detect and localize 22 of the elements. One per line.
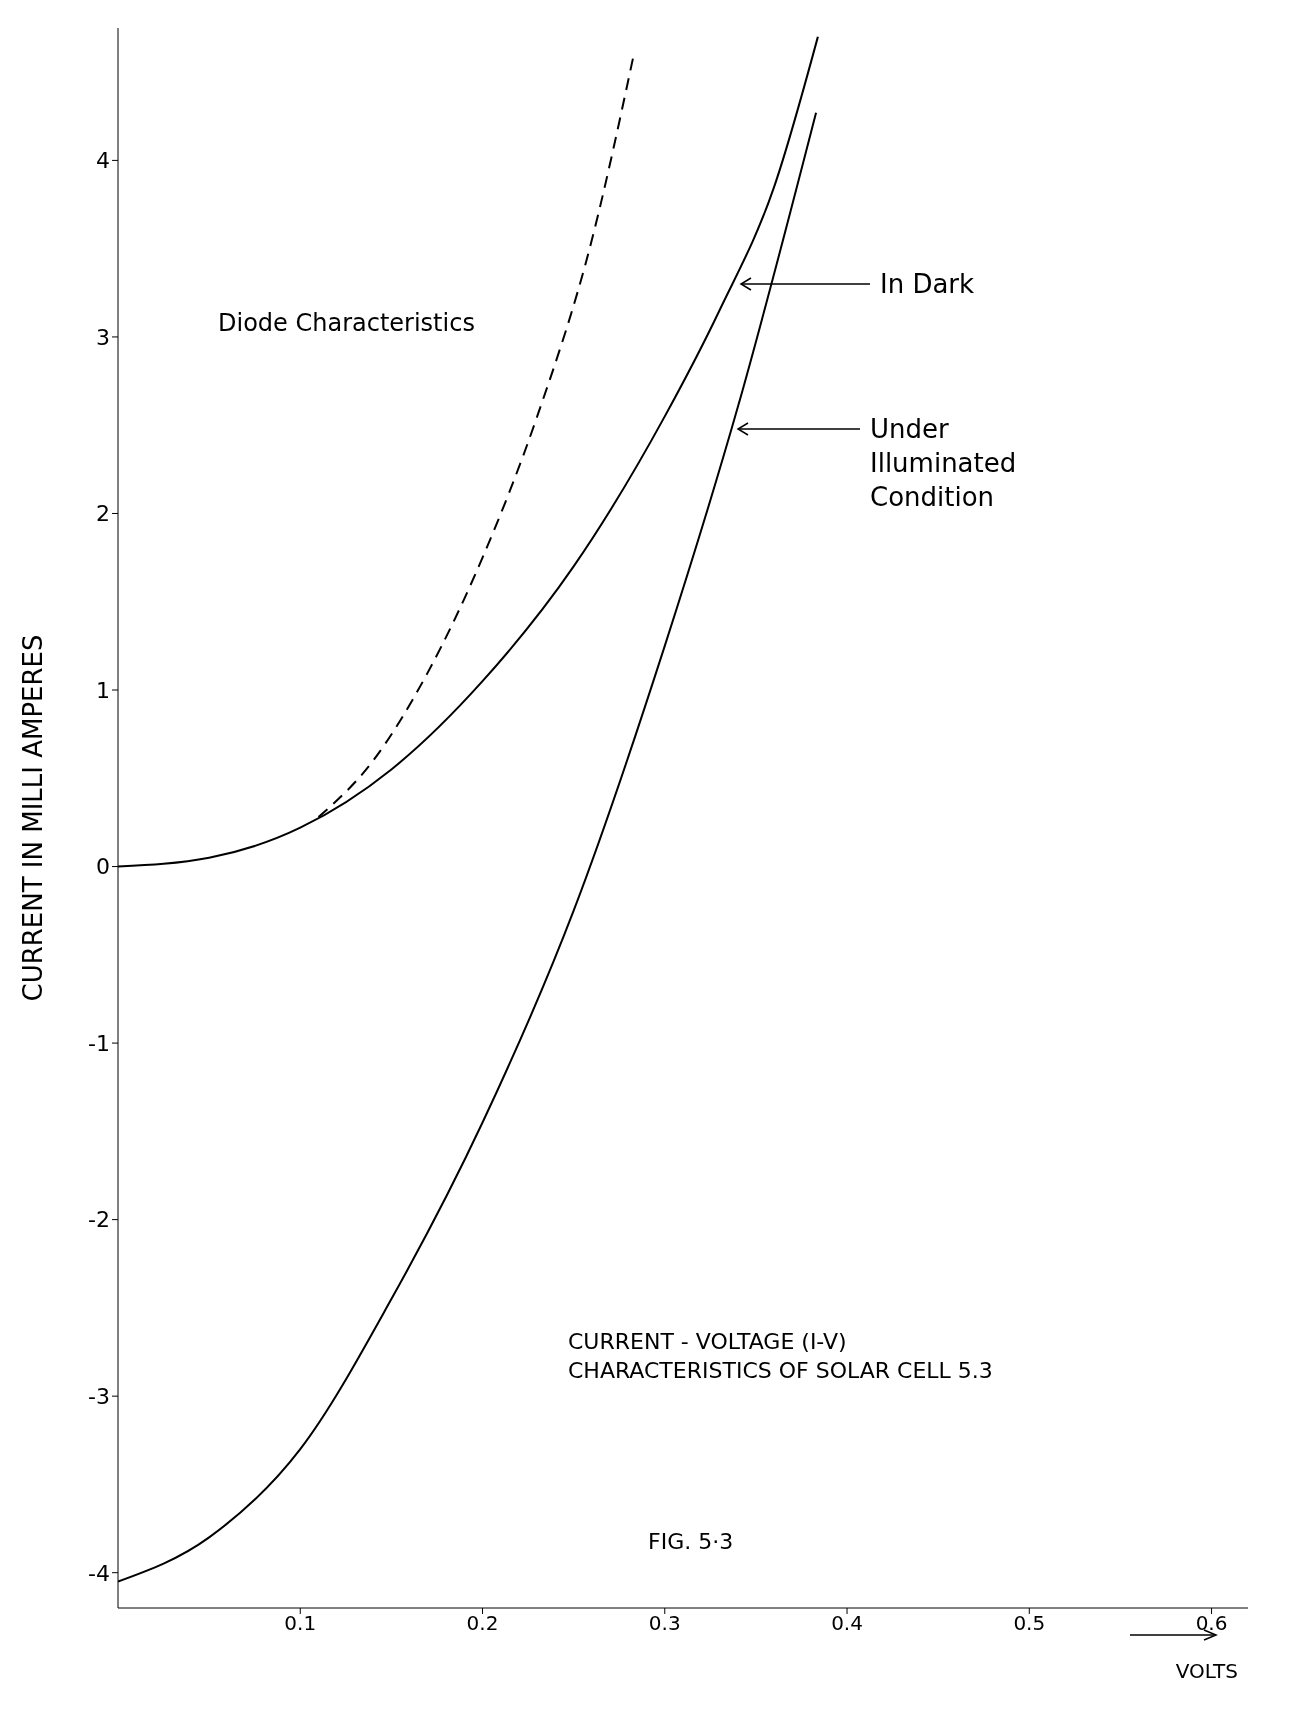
y-tick-label: 3 — [96, 324, 110, 350]
annotation: FIG. 5·3 — [648, 1528, 735, 1556]
y-tick-label: 1 — [96, 677, 110, 703]
x-tick-label: 0.3 — [648, 1611, 681, 1636]
annotation: In Dark — [880, 268, 976, 301]
annotation: Under Illuminated Condition — [870, 413, 1018, 514]
y-tick-label: -1 — [88, 1030, 110, 1056]
y-tick-label: 4 — [96, 148, 110, 174]
y-tick-label: 0 — [96, 854, 110, 880]
annotation: CURRENT - VOLTAGE (I-V) CHARACTERISTICS OF SOLAR CELL 5.3 — [568, 1328, 994, 1385]
y-tick-label: 2 — [96, 501, 110, 527]
x-tick-label: 0.6 — [1195, 1611, 1228, 1636]
y-tick-label: -3 — [88, 1383, 110, 1409]
annotation: Diode Characteristics — [218, 308, 476, 339]
x-tick-label: 0.4 — [831, 1611, 863, 1636]
x-tick-label: 0.2 — [466, 1611, 499, 1636]
x-tick-label: 0.5 — [1013, 1611, 1046, 1636]
y-tick-label: -2 — [88, 1207, 110, 1233]
y-axis-title: CURRENT IN MILLI AMPERES — [18, 634, 49, 1002]
x-axis-title: VOLTS — [1175, 1659, 1238, 1683]
y-tick-label: -4 — [88, 1560, 110, 1586]
x-tick-label: 0.1 — [284, 1611, 317, 1636]
